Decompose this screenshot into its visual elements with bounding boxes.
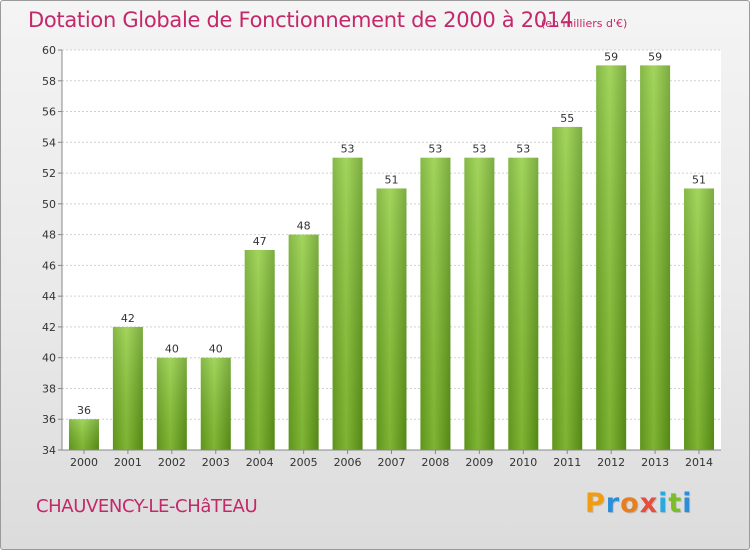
y-tick-label: 44 bbox=[42, 290, 56, 303]
x-tick-label: 2007 bbox=[378, 456, 406, 469]
y-tick-label: 34 bbox=[42, 444, 56, 457]
data-label: 53 bbox=[472, 143, 486, 156]
y-tick-label: 54 bbox=[42, 136, 56, 149]
logo-letter: t bbox=[668, 488, 683, 519]
bar-shade bbox=[684, 188, 715, 450]
bar-shade bbox=[508, 157, 539, 450]
x-tick-label: 2012 bbox=[597, 456, 625, 469]
logo-letter: o bbox=[620, 488, 640, 519]
bar-shade bbox=[332, 157, 363, 450]
x-tick-label: 2014 bbox=[685, 456, 713, 469]
bar-shade bbox=[68, 419, 99, 450]
data-label: 59 bbox=[648, 50, 662, 63]
y-tick-label: 36 bbox=[42, 413, 56, 426]
chart-subtitle: (en milliers d'€) bbox=[541, 17, 628, 30]
x-tick-label: 2002 bbox=[158, 456, 186, 469]
data-label: 53 bbox=[341, 143, 355, 156]
y-tick-label: 52 bbox=[42, 167, 56, 180]
data-label: 48 bbox=[297, 220, 311, 233]
bar-shade bbox=[420, 157, 451, 450]
bar-shade bbox=[596, 65, 627, 450]
y-tick-label: 48 bbox=[42, 229, 56, 242]
x-tick-label: 2000 bbox=[70, 456, 98, 469]
bar-shade bbox=[464, 157, 495, 450]
data-label: 40 bbox=[165, 343, 179, 356]
y-tick-label: 56 bbox=[42, 106, 56, 119]
y-tick-label: 60 bbox=[42, 44, 56, 57]
y-tick-label: 40 bbox=[42, 352, 56, 365]
data-label: 59 bbox=[604, 50, 618, 63]
bar-shade bbox=[288, 234, 319, 450]
y-tick-label: 50 bbox=[42, 198, 56, 211]
y-tick-label: 46 bbox=[42, 259, 56, 272]
bar-shade bbox=[376, 188, 407, 450]
y-tick-label: 58 bbox=[42, 75, 56, 88]
logo-letter: i bbox=[682, 488, 693, 519]
bar-shade bbox=[244, 250, 275, 450]
data-labels: 36 42 40 40 47 48 53 51 53 53 53 55 59 59 51 bbox=[77, 50, 706, 417]
chart-title: Dotation Globale de Fonctionnement de 20… bbox=[28, 8, 573, 32]
x-tick-label: 2005 bbox=[290, 456, 318, 469]
logo-letter: P bbox=[585, 488, 606, 519]
x-tick-label: 2008 bbox=[421, 456, 449, 469]
y-axis: 34 36 38 40 42 44 46 48 50 52 54 56 58 60 bbox=[42, 44, 63, 457]
x-tick-label: 2003 bbox=[202, 456, 230, 469]
y-tick-label: 38 bbox=[42, 382, 56, 395]
logo-letter: x bbox=[639, 488, 659, 519]
data-label: 55 bbox=[560, 112, 574, 125]
data-label: 51 bbox=[692, 173, 706, 186]
x-tick-label: 2010 bbox=[509, 456, 537, 469]
x-tick-label: 2004 bbox=[246, 456, 274, 469]
bars bbox=[68, 65, 715, 450]
data-label: 42 bbox=[121, 312, 135, 325]
logo-letter: r bbox=[605, 488, 621, 519]
data-label: 51 bbox=[385, 173, 399, 186]
x-tick-label: 2009 bbox=[465, 456, 493, 469]
y-tick-label: 42 bbox=[42, 321, 56, 334]
bar-shade bbox=[640, 65, 671, 450]
data-label: 47 bbox=[253, 235, 267, 248]
x-tick-label: 2006 bbox=[334, 456, 362, 469]
logo-letter: i bbox=[658, 488, 669, 519]
bar-shade bbox=[200, 357, 231, 450]
bar-shade bbox=[156, 357, 187, 450]
commune-name: CHAUVENCY-LE-CHâTEAU bbox=[36, 496, 258, 517]
x-tick-label: 2001 bbox=[114, 456, 142, 469]
data-label: 36 bbox=[77, 404, 91, 417]
x-tick-label: 2011 bbox=[553, 456, 581, 469]
bar-shade bbox=[112, 326, 143, 450]
data-label: 53 bbox=[516, 143, 530, 156]
data-label: 53 bbox=[428, 143, 442, 156]
bar-shade bbox=[552, 126, 583, 450]
x-axis: 2000 2001 2002 2003 2004 2005 2006 2007 2008 2009… bbox=[62, 449, 721, 469]
x-tick-label: 2013 bbox=[641, 456, 669, 469]
data-label: 40 bbox=[209, 343, 223, 356]
proxiti-logo: Proxiti bbox=[585, 488, 693, 519]
